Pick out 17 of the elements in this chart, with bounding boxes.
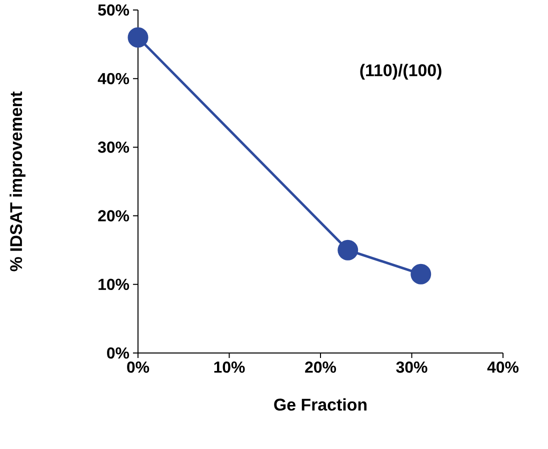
y-tick-label: 10% (98, 278, 130, 290)
x-tick-label: 20% (305, 362, 336, 373)
y-tick-label: 0% (107, 347, 130, 359)
y-tick-label: 50% (98, 4, 130, 16)
y-tick-label: 30% (98, 142, 130, 153)
x-axis-title: Ge Fraction (274, 398, 366, 411)
y-tick-label: 40% (98, 72, 130, 84)
y-axis-title: % IDSAT improvement (10, 92, 26, 272)
point (338, 240, 358, 260)
x-tick-label: 40% (487, 362, 519, 373)
x-tick-label: 0% (127, 362, 150, 373)
point (410, 264, 432, 284)
y-tick-label: 20% (98, 210, 130, 222)
point (128, 27, 148, 48)
annotation: (110)/(100) (360, 64, 442, 80)
x-tick-label: 30% (396, 362, 428, 373)
x-tick-label: 10% (214, 362, 245, 373)
